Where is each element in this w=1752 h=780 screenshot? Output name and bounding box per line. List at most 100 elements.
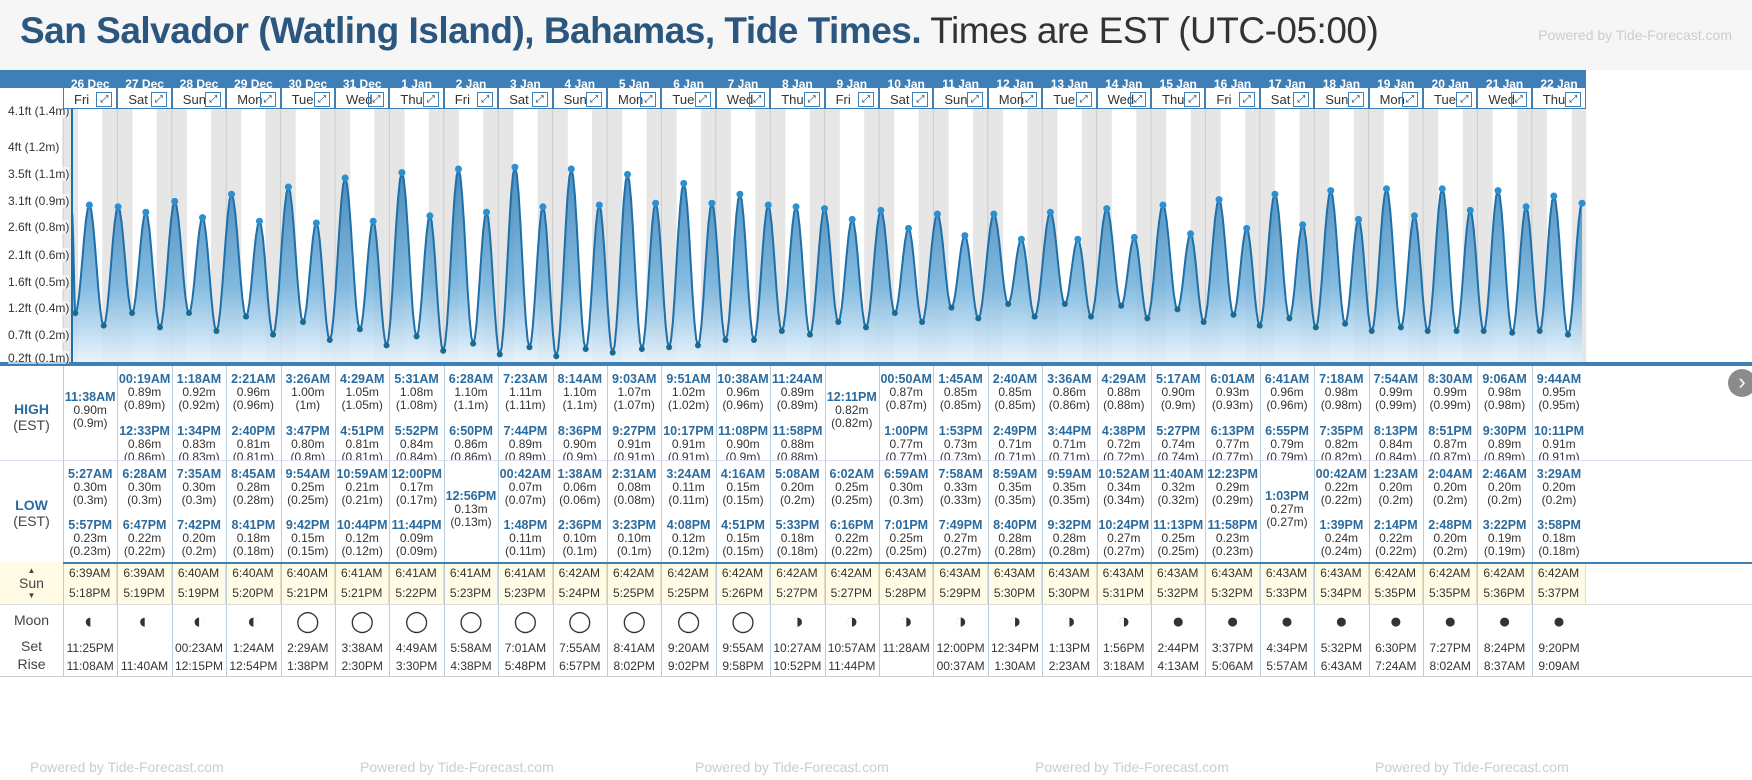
date-header[interactable]: 31 Dec: [335, 70, 390, 88]
expand-icon[interactable]: ⤢: [1184, 92, 1201, 107]
low-tide-point[interactable]: [778, 328, 785, 334]
expand-icon[interactable]: ⤢: [749, 92, 766, 107]
low-tide-point[interactable]: [72, 310, 79, 316]
low-tide-point[interactable]: [722, 337, 729, 343]
expand-icon[interactable]: ⤢: [205, 92, 222, 107]
low-tide-point[interactable]: [129, 310, 136, 316]
high-tide-point[interactable]: [142, 208, 150, 216]
expand-icon[interactable]: ⤢: [912, 92, 929, 107]
low-tide-point[interactable]: [100, 322, 107, 329]
high-tide-point[interactable]: [1383, 185, 1391, 193]
low-tide-point[interactable]: [1200, 319, 1207, 325]
expand-icon[interactable]: ⤢: [1129, 92, 1146, 107]
high-tide-point[interactable]: [1271, 190, 1279, 198]
scroll-right-button[interactable]: ›: [1728, 369, 1752, 397]
low-tide-point[interactable]: [1480, 328, 1487, 334]
low-tide-point[interactable]: [948, 304, 955, 311]
low-tide-point[interactable]: [243, 313, 250, 320]
high-tide-point[interactable]: [255, 217, 263, 225]
high-tide-point[interactable]: [990, 210, 998, 218]
low-tide-point[interactable]: [806, 331, 813, 338]
date-header[interactable]: 26 Dec: [63, 70, 118, 88]
high-tide-point[interactable]: [624, 170, 632, 178]
high-tide-point[interactable]: [1103, 205, 1111, 213]
date-header[interactable]: 28 Dec: [171, 70, 227, 88]
low-tide-point[interactable]: [609, 349, 616, 356]
low-tide-point[interactable]: [638, 346, 645, 352]
high-tide-point[interactable]: [284, 183, 292, 191]
low-tide-point[interactable]: [919, 319, 926, 325]
high-tide-point[interactable]: [1550, 192, 1558, 200]
expand-icon[interactable]: ⤢: [313, 92, 330, 107]
expand-icon[interactable]: ⤢: [150, 92, 167, 107]
high-tide-point[interactable]: [1215, 196, 1223, 204]
high-tide-point[interactable]: [1159, 201, 1167, 209]
high-tide-point[interactable]: [1074, 235, 1082, 243]
low-tide-point[interactable]: [326, 337, 333, 343]
low-tide-point[interactable]: [1088, 313, 1095, 320]
high-tide-point[interactable]: [171, 197, 179, 205]
date-header[interactable]: 1 Jan: [389, 70, 444, 88]
expand-icon[interactable]: ⤢: [966, 92, 983, 107]
high-tide-point[interactable]: [85, 201, 93, 209]
expand-icon[interactable]: ⤢: [1021, 92, 1038, 107]
high-tide-point[interactable]: [1466, 206, 1474, 214]
low-tide-point[interactable]: [1061, 301, 1068, 307]
expand-icon[interactable]: ⤢: [422, 92, 439, 107]
expand-icon[interactable]: ⤢: [531, 92, 548, 107]
low-tide-point[interactable]: [750, 337, 757, 343]
high-tide-point[interactable]: [426, 212, 434, 220]
low-tide-point[interactable]: [213, 328, 220, 334]
low-tide-point[interactable]: [582, 346, 589, 352]
low-tide-point[interactable]: [666, 344, 673, 351]
high-tide-point[interactable]: [1017, 235, 1025, 243]
expand-icon[interactable]: ⤢: [1293, 92, 1310, 107]
high-tide-point[interactable]: [228, 190, 236, 198]
low-tide-point[interactable]: [300, 319, 307, 325]
high-tide-point[interactable]: [1327, 187, 1335, 195]
low-tide-point[interactable]: [1005, 301, 1012, 307]
low-tide-point[interactable]: [270, 331, 277, 338]
low-tide-point[interactable]: [1312, 324, 1319, 331]
low-tide-point[interactable]: [1536, 328, 1543, 334]
low-tide-point[interactable]: [1256, 322, 1263, 329]
expand-icon[interactable]: ⤢: [96, 92, 113, 107]
low-tide-point[interactable]: [1368, 328, 1375, 334]
expand-icon[interactable]: ⤢: [1238, 92, 1255, 107]
expand-icon[interactable]: ⤢: [694, 92, 711, 107]
high-tide-point[interactable]: [1494, 187, 1502, 195]
low-tide-point[interactable]: [694, 342, 701, 349]
high-tide-point[interactable]: [1187, 230, 1195, 238]
low-tide-point[interactable]: [1564, 331, 1571, 338]
high-tide-point[interactable]: [1243, 224, 1251, 232]
date-header[interactable]: 15 Jan: [1151, 70, 1206, 88]
date-header[interactable]: 14 Jan: [1096, 70, 1151, 88]
low-tide-point[interactable]: [553, 353, 560, 360]
date-header[interactable]: 18 Jan: [1314, 70, 1369, 88]
high-tide-point[interactable]: [1578, 199, 1586, 207]
high-tide-point[interactable]: [482, 208, 490, 216]
date-header[interactable]: 22 Jan: [1531, 70, 1587, 88]
high-tide-point[interactable]: [792, 203, 800, 211]
date-header[interactable]: 20 Jan: [1423, 70, 1478, 88]
low-tide-point[interactable]: [526, 344, 533, 351]
low-tide-point[interactable]: [891, 310, 898, 316]
high-tide-point[interactable]: [398, 169, 406, 177]
low-tide-point[interactable]: [1509, 329, 1516, 336]
high-tide-point[interactable]: [595, 201, 603, 209]
date-header[interactable]: 16 Jan: [1205, 70, 1260, 88]
low-tide-point[interactable]: [1286, 315, 1293, 322]
low-tide-point[interactable]: [1031, 313, 1038, 320]
low-tide-point[interactable]: [185, 310, 192, 316]
low-tide-point[interactable]: [413, 333, 420, 340]
high-tide-point[interactable]: [539, 203, 547, 211]
date-header[interactable]: 8 Jan: [770, 70, 825, 88]
high-tide-point[interactable]: [1046, 208, 1054, 216]
expand-icon[interactable]: ⤢: [1401, 92, 1418, 107]
low-tide-point[interactable]: [356, 326, 363, 333]
high-tide-point[interactable]: [1410, 212, 1418, 220]
expand-icon[interactable]: ⤢: [477, 92, 494, 107]
date-header[interactable]: 12 Jan: [987, 70, 1043, 88]
date-header[interactable]: 27 Dec: [117, 70, 172, 88]
high-tide-point[interactable]: [736, 190, 744, 198]
